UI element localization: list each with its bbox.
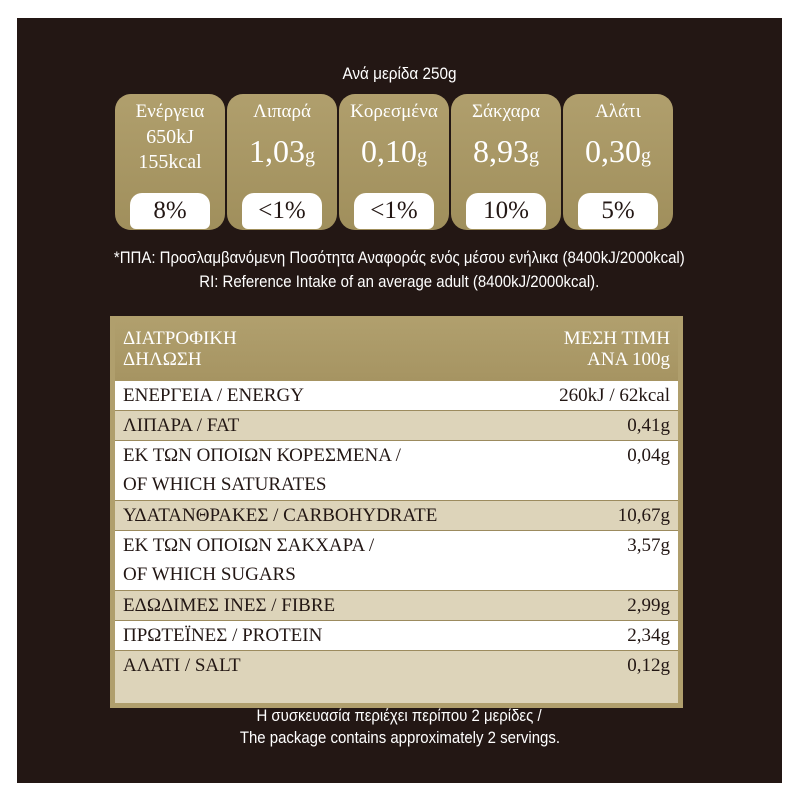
table-row: ΕΚ ΤΩΝ ΟΠΟΙΩΝ ΣΑΚΧΑΡΑ / OF WHICH SUGARS 3… <box>115 531 678 591</box>
gda-energy-kcal: 155kcal <box>138 151 202 173</box>
gda-sugars-percent: 10% <box>466 193 546 229</box>
gda-energy-values: 650kJ 155kcal <box>115 125 225 175</box>
gda-sugars: Σάκχαρα 8,93g 10% <box>451 94 561 230</box>
per-serving-heading: Ανά μερίδα 250g <box>342 64 457 83</box>
gda-energy-name: Ενέργεια <box>135 101 205 122</box>
gda-salt-amount: 0,30g <box>585 133 651 169</box>
gda-salt-percent: 5% <box>578 193 658 229</box>
gda-fat-name: Λιπαρά <box>253 101 311 122</box>
table-header-left: ΔΙΑΤΡΟΦΙΚΗ ΔΗΛΩΣΗ <box>123 328 237 370</box>
nutrition-table: ΔΙΑΤΡΟΦΙΚΗ ΔΗΛΩΣΗ ΜΕΣΗ ΤΙΜΗ ΑΝΑ 100g ΕΝΕ… <box>110 316 683 708</box>
gda-energy-kj: 650kJ <box>146 126 194 148</box>
table-row: ΕΚ ΤΩΝ ΟΠΟΙΩΝ ΚΟΡΕΣΜΕΝΑ / OF WHICH SATURA… <box>115 441 678 501</box>
nutrition-label-panel: Ανά μερίδα 250g Ενέργεια 650kJ 155kcal 8… <box>17 18 782 783</box>
gda-saturates-amount: 0,10g <box>361 133 427 169</box>
table-header-right: ΜΕΣΗ ΤΙΜΗ ΑΝΑ 100g <box>563 328 670 370</box>
ri-note-greek: *ΠΠΑ: Προσλαμβανόμενη Ποσότητα Αναφοράς … <box>114 248 685 267</box>
gda-saturates: Κορεσμένα 0,10g <1% <box>339 94 449 230</box>
table-row: ΛΙΠΑΡΑ / FAT 0,41g <box>115 411 678 441</box>
table-row: ΠΡΩΤΕΪΝΕΣ / PROTEIN 2,34g <box>115 621 678 651</box>
table-row: ΥΔΑΤΑΝΘΡΑΚΕΣ / CARBOHYDRATE 10,67g <box>115 501 678 531</box>
package-servings-note: Η συσκευασία περιέχει περίπου 2 μερίδες … <box>239 706 560 747</box>
gda-salt: Αλάτι 0,30g 5% <box>563 94 673 230</box>
gda-saturates-name: Κορεσμένα <box>350 101 438 122</box>
gda-fat-percent: <1% <box>242 193 322 229</box>
table-row: ΕΔΩΔΙΜΕΣ ΙΝΕΣ / FIBRE 2,99g <box>115 591 678 621</box>
ri-note-english: RI: Reference Intake of an average adult… <box>199 272 600 291</box>
gda-energy-percent: 8% <box>130 193 210 229</box>
gda-sugars-name: Σάκχαρα <box>472 101 540 122</box>
gda-salt-name: Αλάτι <box>595 101 641 122</box>
gda-fat: Λιπαρά 1,03g <1% <box>227 94 337 230</box>
gda-fat-amount: 1,03g <box>249 133 315 169</box>
gda-sugars-amount: 8,93g <box>473 133 539 169</box>
gda-saturates-percent: <1% <box>354 193 434 229</box>
gda-energy: Ενέργεια 650kJ 155kcal 8% <box>115 94 225 230</box>
table-row: ΑΛΑΤΙ / SALT 0,12g <box>115 651 678 703</box>
table-header: ΔΙΑΤΡΟΦΙΚΗ ΔΗΛΩΣΗ ΜΕΣΗ ΤΙΜΗ ΑΝΑ 100g <box>115 321 678 381</box>
table-row: ΕΝΕΡΓΕΙΑ / ENERGY 260kJ / 62kcal <box>115 381 678 411</box>
